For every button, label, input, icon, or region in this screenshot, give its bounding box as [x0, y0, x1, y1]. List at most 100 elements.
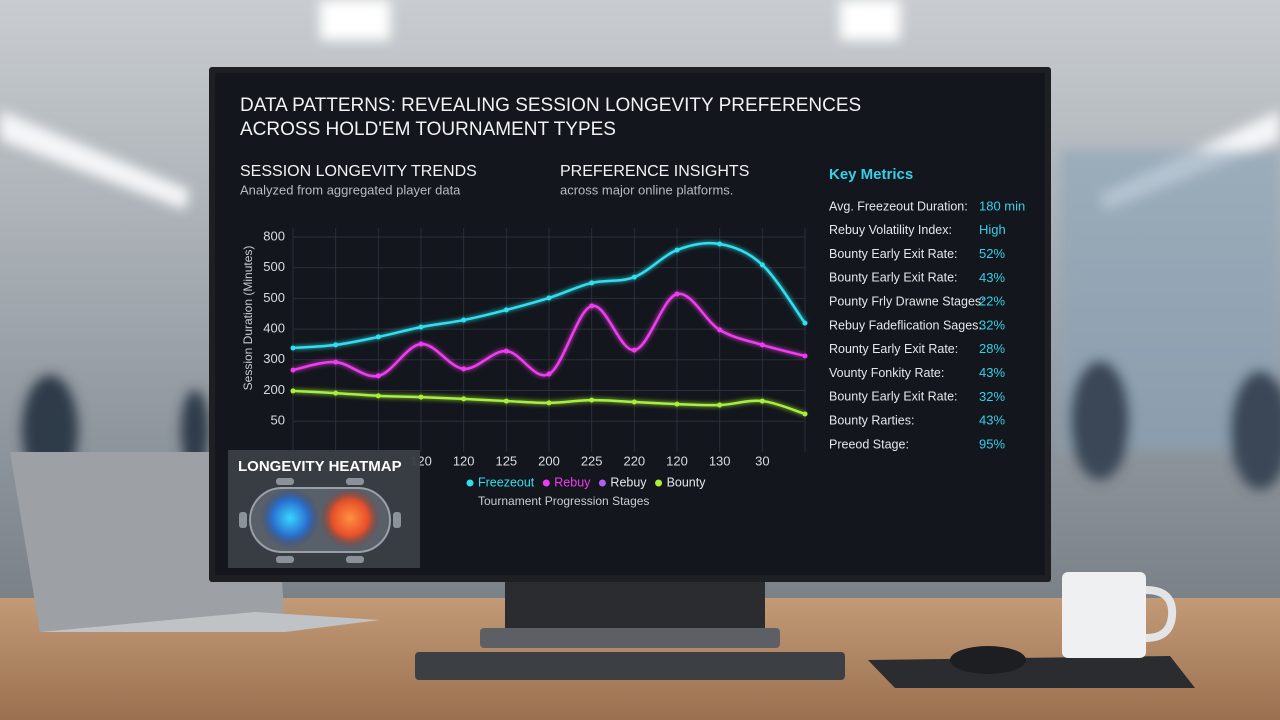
metric-value: 180 min: [979, 198, 1025, 213]
person: [181, 390, 209, 470]
metric-label: Bounty Rarties:: [829, 413, 914, 427]
metric-value: 43%: [979, 413, 1005, 428]
data-point: [418, 324, 424, 330]
data-point: [759, 342, 765, 348]
y-tick-label: 300: [263, 351, 285, 366]
data-point: [674, 247, 680, 253]
data-point: [802, 411, 808, 417]
title: ACROSS HOLD'EM TOURNAMENT TYPES: [240, 119, 616, 140]
metric-value: 43%: [979, 365, 1005, 380]
section-title: PREFERENCE INSIGHTS: [560, 163, 749, 180]
metric-label: Bounty Early Exit Rate:: [829, 271, 958, 285]
y-tick-label: 500: [263, 290, 285, 305]
heatmap-cold: [260, 488, 320, 548]
data-point: [333, 359, 339, 365]
ceiling-light: [320, 0, 390, 40]
data-point: [503, 307, 509, 313]
heatmap-seat: [239, 512, 247, 528]
ceiling-light: [840, 0, 900, 40]
data-point: [503, 348, 509, 354]
monitor-foot: [480, 628, 780, 648]
monitor-stand: [505, 578, 765, 628]
data-point: [461, 317, 467, 323]
heatmap-seat: [393, 512, 401, 528]
metric-value: 32%: [979, 389, 1005, 404]
metric-label: Rebuy Fadeflication Sages:: [829, 318, 982, 332]
metric-label: Rebuy Volatility Index:: [829, 223, 952, 237]
metric-value: 28%: [979, 341, 1005, 356]
y-tick-label: 50: [271, 413, 285, 428]
data-point: [546, 295, 552, 301]
y-axis-label: Session Duration (Minutes): [241, 246, 255, 391]
person: [1230, 370, 1280, 490]
data-point: [290, 345, 296, 351]
x-tick-label: 130: [709, 453, 731, 468]
metric-value: 43%: [979, 270, 1005, 285]
x-tick-label: 125: [495, 453, 517, 468]
data-point: [802, 353, 808, 359]
mug-handle: [1145, 586, 1177, 642]
legend-marker: [466, 479, 474, 487]
data-point: [461, 366, 467, 372]
metric-label: Avg. Freezeout Duration:: [829, 199, 968, 213]
metric-label: Vounty Fonkity Rate:: [829, 366, 944, 380]
legend-marker: [598, 479, 606, 487]
y-tick-label: 400: [263, 321, 285, 336]
heatmap-seat: [276, 556, 294, 563]
data-point: [461, 396, 467, 402]
mouse-pad: [868, 656, 1195, 688]
ceiling-light: [0, 110, 190, 210]
metric-value: High: [979, 222, 1006, 237]
data-point: [290, 367, 296, 373]
metric-value: 22%: [979, 294, 1005, 309]
data-point: [290, 388, 296, 394]
y-tick-label: 200: [263, 382, 285, 397]
data-point: [589, 303, 595, 309]
data-point: [759, 398, 765, 404]
legend-marker: [542, 479, 550, 487]
legend-label: Rebuy: [554, 475, 591, 489]
x-axis-label: Tournament Progression Stages: [478, 494, 649, 508]
person: [1070, 360, 1130, 480]
metrics-title: Key Metrics: [829, 166, 913, 183]
data-point: [717, 327, 723, 333]
section-title: SESSION LONGEVITY TRENDS: [240, 163, 477, 180]
legend-marker: [655, 479, 663, 487]
metric-label: Rounty Early Exit Rate:: [829, 342, 958, 356]
heatmap-hot: [320, 488, 380, 548]
data-point: [802, 320, 808, 326]
x-tick-label: 225: [581, 453, 603, 468]
x-tick-label: 220: [623, 453, 645, 468]
laptop-base: [40, 612, 380, 632]
data-point: [631, 399, 637, 405]
data-point: [375, 393, 381, 399]
metric-label: Preeod Stage:: [829, 437, 909, 451]
metric-label: Bounty Early Exit Rate:: [829, 390, 958, 404]
data-point: [418, 341, 424, 347]
y-tick-label: 500: [263, 259, 285, 274]
metric-value: 32%: [979, 317, 1005, 332]
keyboard: [415, 652, 845, 680]
legend-label: Bounty: [667, 475, 707, 489]
heatmap-title: LONGEVITY HEATMAP: [238, 458, 402, 475]
data-point: [333, 390, 339, 396]
data-point: [503, 398, 509, 404]
data-point: [674, 291, 680, 297]
heatmap-seat: [346, 556, 364, 563]
data-point: [589, 397, 595, 403]
data-point: [717, 241, 723, 247]
metric-value: 95%: [979, 436, 1005, 451]
data-point: [631, 347, 637, 353]
legend-label: Rebuy: [610, 475, 647, 489]
x-tick-label: 120: [666, 453, 688, 468]
metric-label: Pounty Frly Drawne Stages:: [829, 294, 985, 308]
blurred-office: [0, 0, 1280, 490]
heatmap-seat: [346, 478, 364, 485]
data-point: [375, 373, 381, 379]
data-point: [418, 394, 424, 400]
data-point: [546, 400, 552, 406]
data-point: [674, 401, 680, 407]
title: DATA PATTERNS: REVEALING SESSION LONGEVI…: [240, 95, 861, 116]
